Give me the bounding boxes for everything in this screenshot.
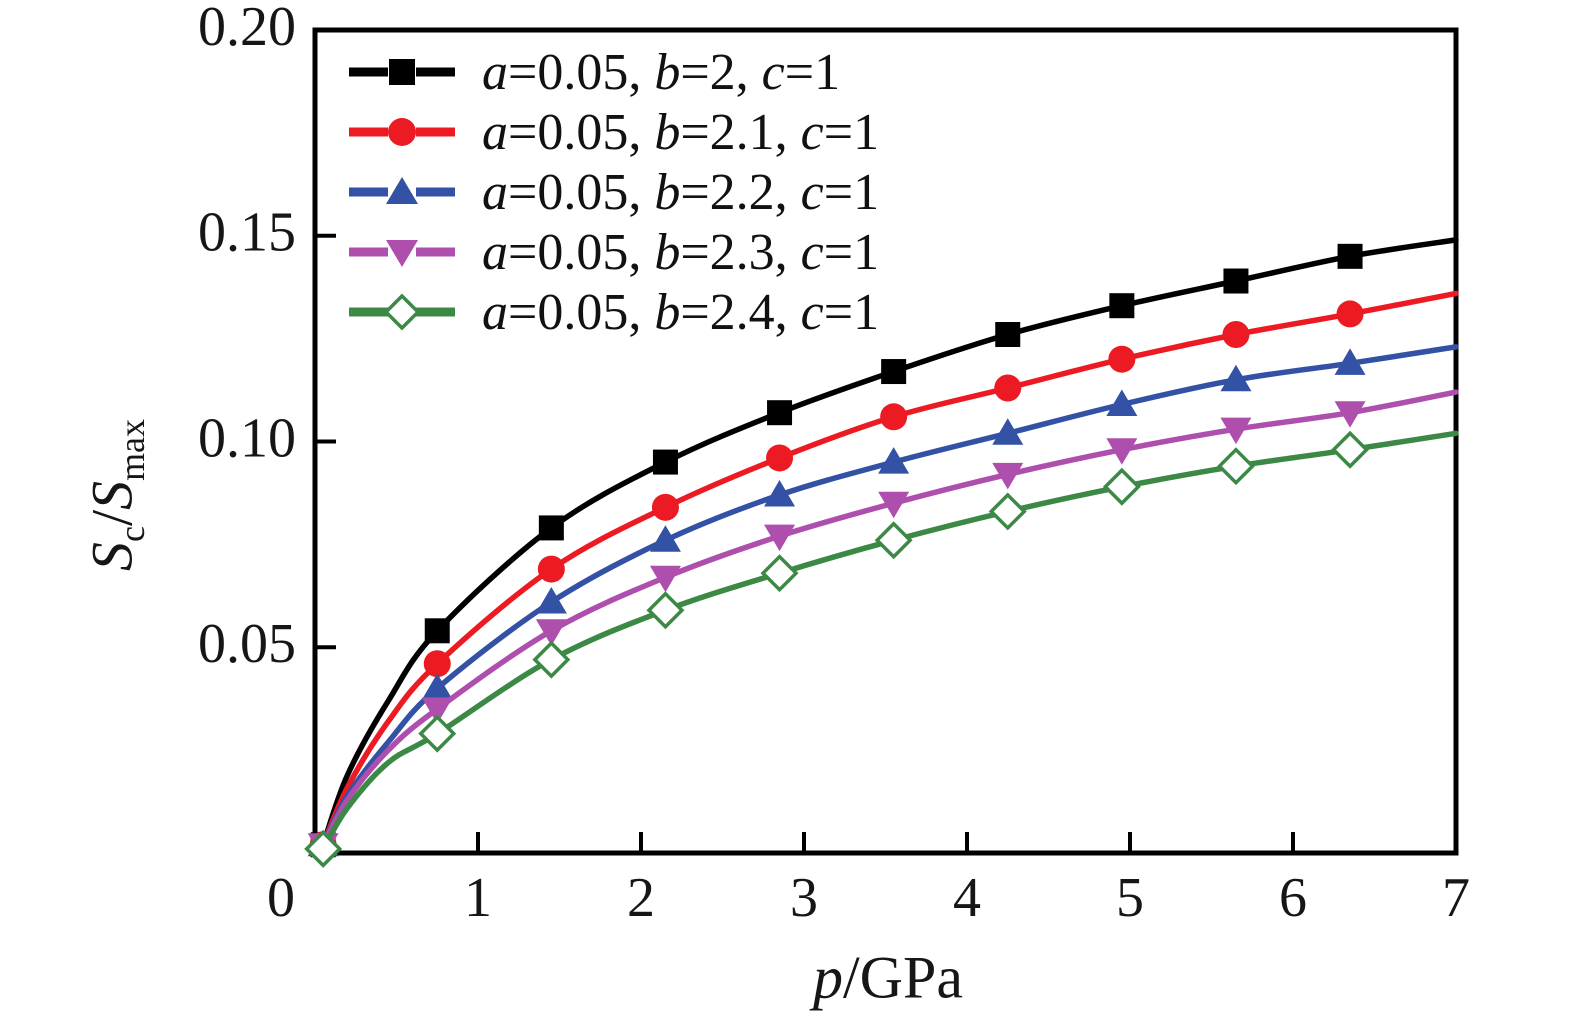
- series-b2.2-marker-p0.75: [421, 673, 453, 700]
- y-title-denominator: S: [79, 480, 145, 510]
- legend-label-b2.4: a=0.05, b=2.4, c=1: [482, 283, 880, 341]
- legend-item-b2.1: a=0.05, b=2.1, c=1: [348, 102, 879, 162]
- x-tick-label-4: 4: [953, 867, 981, 929]
- series-b2.3-marker-p2.15: [649, 565, 681, 593]
- series-b2.0-marker-p2.85: [767, 400, 793, 426]
- y-title-slash: /: [79, 509, 145, 527]
- x-title-unit: /GPa: [843, 944, 963, 1011]
- y-tick-label-0.10: 0.10: [198, 407, 296, 469]
- legend-swatch-triangle-up-filled: [349, 177, 455, 204]
- series-b2.4-marker-p5.65: [1216, 447, 1255, 486]
- series-b2.0-marker-p6.35: [1337, 243, 1363, 269]
- series-b2.1-marker-p0.75: [423, 650, 451, 678]
- series-b2.1-marker-p5.65: [1222, 321, 1250, 349]
- series-b2.3-marker-p4.95: [1106, 438, 1138, 465]
- series-b2.2-marker-p1.45: [535, 586, 567, 614]
- series-b2.1-marker-p4.25: [994, 374, 1022, 402]
- legend-swatch-diamond-open: [349, 293, 455, 331]
- legend-swatch-square-filled: [349, 59, 455, 85]
- x-tick-label-5: 5: [1116, 867, 1144, 929]
- legend-item-b2.0: a=0.05, b=2, c=1: [348, 42, 879, 102]
- y-title-denominator-sub: max: [112, 419, 153, 481]
- series-b2.0-marker-p2.15: [652, 449, 678, 475]
- series-b2.3-marker-p3.55: [878, 491, 910, 519]
- series-b2.3-marker-p2.85: [764, 524, 796, 552]
- x-tick-label-6: 6: [1279, 867, 1307, 929]
- series-b2.0-marker-p0.75: [424, 618, 450, 644]
- legend-label-b2.0: a=0.05, b=2, c=1: [482, 43, 841, 101]
- series-b2.1-marker-p6.35: [1336, 300, 1364, 328]
- series-b2.0-marker-p4.25: [995, 322, 1021, 348]
- series-b2.4-marker-p3.55: [874, 521, 913, 560]
- series-b2.2-marker-p2.85: [764, 479, 796, 507]
- series-b2.3-marker-p5.65: [1220, 417, 1252, 445]
- x-title-variable: p: [813, 944, 843, 1011]
- series-b2.2-marker-p4.25: [992, 418, 1024, 445]
- series-b2.1-marker-p2.15: [651, 493, 679, 521]
- series-b2.4-marker-p1.45: [532, 640, 571, 679]
- series-b2.4-marker-p2.85: [760, 554, 799, 593]
- y-tick-label-0.15: 0.15: [198, 202, 296, 264]
- legend-marker-circle-filled: [388, 118, 416, 146]
- legend-item-b2.2: a=0.05, b=2.2, c=1: [348, 162, 879, 222]
- x-tick-label-1: 1: [464, 867, 492, 929]
- y-title-numerator: S: [79, 542, 145, 571]
- series-b2.2-marker-p5.65: [1220, 364, 1252, 392]
- series-b2.4-marker-p6.35: [1331, 430, 1370, 469]
- legend-marker-triangle-up-filled: [386, 177, 418, 204]
- series-b2.2-marker-p2.15: [649, 525, 681, 552]
- legend: a=0.05, b=2, c=1 a=0.05, b=2.1, c=1 a=0.05…: [348, 42, 879, 342]
- legend-marker-square-filled: [389, 59, 415, 85]
- legend-label-b2.2: a=0.05, b=2.2, c=1: [482, 163, 880, 221]
- x-tick-label-2: 2: [627, 867, 655, 929]
- series-b2.0-marker-p1.45: [538, 515, 564, 541]
- series-b2.4-marker-p0.75: [418, 714, 457, 753]
- legend-label-b2.3: a=0.05, b=2.3, c=1: [482, 223, 880, 281]
- legend-swatch-triangle-down-filled: [349, 240, 455, 267]
- plot-frame: [312, 27, 1459, 856]
- x-axis-title: p/GPa: [813, 944, 963, 1013]
- series-b2.2-marker-p6.35: [1334, 348, 1366, 375]
- series-b2.0-marker-p4.95: [1109, 293, 1135, 319]
- legend-item-b2.3: a=0.05, b=2.3, c=1: [348, 222, 879, 282]
- legend-item-b2.4: a=0.05, b=2.4, c=1: [348, 282, 879, 342]
- legend-marker-diamond-open: [383, 293, 421, 331]
- series-b2.4-marker-p4.95: [1102, 467, 1141, 506]
- x-tick-label-3: 3: [790, 867, 818, 929]
- legend-label-b2.1: a=0.05, b=2.1, c=1: [482, 103, 880, 161]
- legend-marker-triangle-down-filled: [386, 240, 418, 267]
- series-b2.4-marker-p4.25: [988, 492, 1027, 531]
- series-b2.3-marker-p0.75: [421, 697, 453, 724]
- x-tick-label-7: 7: [1442, 867, 1470, 929]
- series-b2.3-marker-p6.35: [1334, 401, 1366, 428]
- y-axis-title: Sc/Smax: [79, 419, 153, 571]
- legend-swatch-circle-filled: [349, 118, 455, 146]
- y-title-numerator-sub: c: [112, 526, 153, 542]
- series-b2.0-marker-p5.65: [1223, 268, 1249, 294]
- x-tick-label-0: 0: [267, 867, 295, 929]
- series-b2.2-marker-p3.55: [878, 447, 910, 474]
- series-b2.2-marker-p4.95: [1106, 389, 1138, 416]
- y-tick-label-0.05: 0.05: [198, 613, 296, 675]
- series-b2.3-marker-p4.25: [992, 462, 1024, 490]
- series-b2.1-marker-p3.55: [880, 403, 908, 431]
- series-b2.1-marker-p1.45: [537, 555, 565, 583]
- series-b2.1-marker-p2.85: [766, 444, 794, 472]
- series-b2.3-marker-p1.45: [535, 619, 567, 646]
- series-b2.1-marker-p4.95: [1108, 345, 1136, 373]
- series-b2.4-marker-p2.15: [646, 591, 685, 630]
- series-b2.0-marker-p3.55: [881, 359, 907, 385]
- series-b2.4-marker-p0.05: [304, 829, 343, 868]
- y-tick-label-0.20: 0.20: [198, 0, 296, 58]
